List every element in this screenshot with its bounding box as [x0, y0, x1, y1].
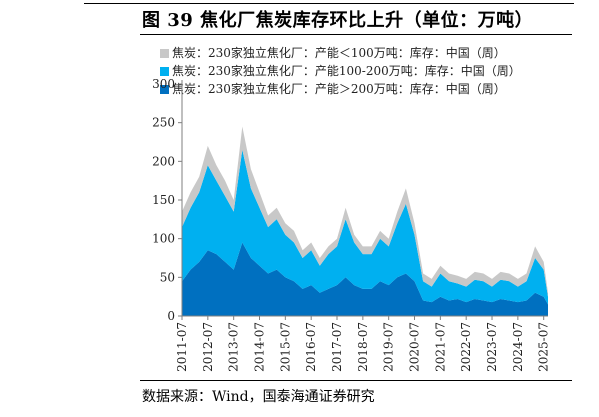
- legend-swatch-large: [160, 84, 169, 94]
- chart-legend: 焦炭：230家独立焦化厂：产能＜100万吨：库存：中国（周） 焦炭：230家独立…: [160, 44, 521, 98]
- y-tick-label: 0: [167, 309, 175, 323]
- y-tick-label: 300: [152, 77, 175, 91]
- legend-label-medium: 焦炭：230家独立焦化厂：产能100-200万吨：库存：中国（周）: [172, 64, 521, 78]
- top-rule: [84, 3, 574, 4]
- x-tick-label: 2014-07: [253, 322, 267, 372]
- x-tick-label: 2015-07: [278, 322, 292, 372]
- legend-label-small: 焦炭：230家独立焦化厂：产能＜100万吨：库存：中国（周）: [172, 46, 506, 60]
- legend-item-medium: 焦炭：230家独立焦化厂：产能100-200万吨：库存：中国（周）: [160, 62, 521, 80]
- x-tick-label: 2018-07: [356, 322, 370, 372]
- x-tick-label: 2023-07: [485, 322, 499, 372]
- x-tick-label: 2013-07: [227, 322, 241, 372]
- y-tick-label: 150: [152, 193, 175, 207]
- source-note: 数据来源：Wind，国泰海通证券研究: [142, 389, 375, 405]
- x-tick-label: 2021-07: [433, 322, 447, 372]
- x-tick-label: 2025-07: [537, 322, 551, 372]
- legend-swatch-small: [160, 48, 169, 58]
- y-tick-label: 100: [152, 232, 175, 246]
- area-series-medium: [182, 149, 548, 305]
- figure-title: 图 39 焦化厂焦炭库存环比上升（单位：万吨）: [142, 10, 534, 31]
- legend-item-large: 焦炭：230家独立焦化厂：产能＞200万吨：库存：中国（周）: [160, 80, 521, 98]
- legend-swatch-medium: [160, 66, 169, 76]
- bottom-rule: [140, 380, 572, 381]
- area-series-large: [182, 242, 548, 316]
- x-tick-label: 2020-07: [408, 322, 422, 372]
- y-tick-label: 200: [152, 154, 175, 168]
- x-tick-label: 2012-07: [201, 322, 215, 372]
- title-rule: [140, 34, 572, 35]
- x-tick-label: 2011-07: [175, 322, 189, 372]
- x-tick-label: 2017-07: [330, 322, 344, 372]
- legend-item-small: 焦炭：230家独立焦化厂：产能＜100万吨：库存：中国（周）: [160, 44, 521, 62]
- x-tick-label: 2024-07: [511, 322, 525, 372]
- x-tick-label: 2022-07: [459, 322, 473, 372]
- y-tick-label: 250: [152, 116, 175, 130]
- area-series-small: [182, 126, 548, 297]
- x-tick-label: 2016-07: [304, 322, 318, 372]
- y-tick-label: 50: [160, 270, 175, 284]
- legend-label-large: 焦炭：230家独立焦化厂：产能＞200万吨：库存：中国（周）: [172, 82, 506, 96]
- x-tick-label: 2019-07: [382, 322, 396, 372]
